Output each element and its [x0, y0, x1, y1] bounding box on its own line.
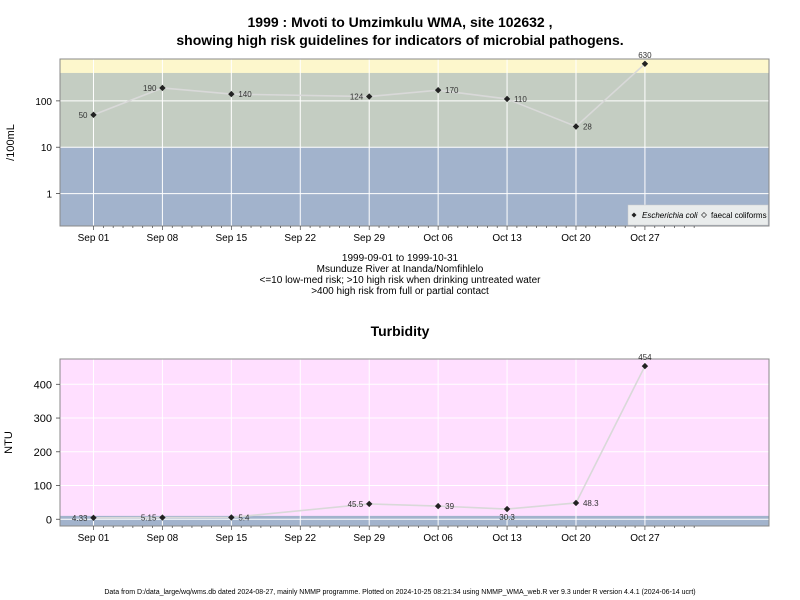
data-label: 454	[638, 353, 652, 362]
data-label: 4.33	[72, 514, 88, 523]
data-point	[434, 86, 442, 94]
legend-faecal-marker	[700, 211, 708, 219]
data-point	[366, 93, 373, 100]
microbial-chart: Sep 01 Sep 08 Sep 15 Sep 22 Sep 29 Oct 06 Oct …	[5, 51, 770, 244]
y-tick-label: 400	[34, 379, 52, 391]
turbidity-title: Turbidity	[370, 323, 430, 339]
x-tick-label: Sep 15	[215, 533, 247, 544]
x-tick-label: Sep 29	[353, 233, 385, 244]
y-tick-label: 100	[35, 97, 52, 108]
footer-note: Data from D:/data_large/wq/wms.db dated …	[104, 589, 696, 596]
data-point	[90, 514, 97, 521]
data-point	[641, 60, 649, 68]
data-label: 50	[79, 111, 88, 120]
x-tick-label: Sep 01	[78, 233, 110, 244]
risk-note-drinking: <=10 low-med risk; >10 high risk when dr…	[259, 275, 541, 286]
risk-band	[60, 72, 769, 148]
y-tick-label: 200	[34, 447, 52, 459]
plot-frame	[59, 358, 770, 527]
data-point	[228, 90, 235, 98]
x-tick-label: Sep 01	[78, 533, 110, 544]
data-label: 39	[445, 502, 454, 511]
series-line	[93, 365, 646, 519]
data-point	[503, 95, 511, 103]
turbidity-chart: Sep 01 Sep 08 Sep 15 Sep 22 Sep 29 Oct 06 Oct …	[3, 353, 770, 544]
y-axis-label: NTU	[3, 431, 15, 454]
data-label: 5.15	[141, 514, 157, 523]
date-range: 1999-09-01 to 1999-10-31	[341, 253, 459, 264]
y-tick-label: 300	[34, 413, 52, 425]
data-label: 110	[514, 95, 527, 104]
legend-faecal-label: faecal coliforms	[711, 211, 767, 220]
data-point	[503, 505, 511, 513]
chart-title-line2: showing high risk guidelines for indicat…	[176, 32, 624, 48]
x-tick-label: Oct 13	[492, 233, 522, 244]
data-label: 45.5	[348, 500, 364, 509]
x-tick-label: Oct 20	[561, 233, 591, 244]
x-tick-label: Sep 22	[284, 233, 316, 244]
x-tick-label: Oct 06	[423, 533, 453, 544]
x-tick-label: Oct 27	[630, 233, 660, 244]
data-point	[159, 84, 166, 92]
x-tick-label: Sep 29	[353, 533, 385, 544]
risk-note-contact: >400 high risk from full or partial cont…	[311, 286, 489, 297]
x-tick-label: Oct 27	[630, 533, 660, 544]
data-point	[228, 514, 235, 521]
data-label: 28	[583, 123, 592, 132]
y-tick-label: 0	[46, 514, 52, 526]
chart-title-line1: 1999 : Mvoti to Umzimkulu WMA, site 1026…	[247, 14, 553, 30]
x-tick-label: Sep 08	[147, 233, 179, 244]
data-label: 30.3	[499, 513, 515, 522]
data-point	[90, 111, 97, 119]
plot-background	[60, 359, 769, 526]
legend-ecoli-label: Escherichia coli	[642, 211, 698, 220]
x-tick-label: Oct 13	[492, 533, 522, 544]
x-tick-label: Oct 06	[423, 233, 453, 244]
x-tick-label: Sep 15	[215, 233, 247, 244]
y-tick-label: 1	[46, 190, 52, 201]
site-name: Msunduze River at Inanda/Nomfihlelo	[316, 264, 484, 275]
x-tick-label: Oct 20	[561, 533, 591, 544]
data-label: 140	[238, 90, 252, 99]
data-point	[572, 499, 580, 507]
data-label: 48.3	[583, 499, 599, 508]
data-label: 5.4	[238, 513, 250, 522]
plot-frame	[59, 58, 770, 227]
series-line	[93, 63, 646, 128]
y-axis-label: /100mL	[5, 124, 17, 161]
data-point	[434, 502, 442, 510]
legend-box	[627, 204, 769, 226]
data-label: 190	[143, 84, 157, 93]
data-label: 124	[350, 93, 364, 102]
x-tick-label: Sep 22	[284, 533, 316, 544]
data-point	[641, 362, 649, 370]
y-tick-label: 10	[41, 143, 53, 154]
y-tick-label: 100	[34, 481, 52, 493]
x-tick-label: Sep 08	[147, 533, 179, 544]
risk-band	[60, 515, 769, 526]
data-point	[572, 123, 580, 130]
data-point	[366, 500, 373, 508]
risk-band	[60, 59, 769, 73]
data-label: 630	[638, 51, 652, 60]
data-label: 170	[445, 86, 459, 95]
data-point	[159, 514, 166, 521]
legend-ecoli-marker	[631, 212, 637, 218]
